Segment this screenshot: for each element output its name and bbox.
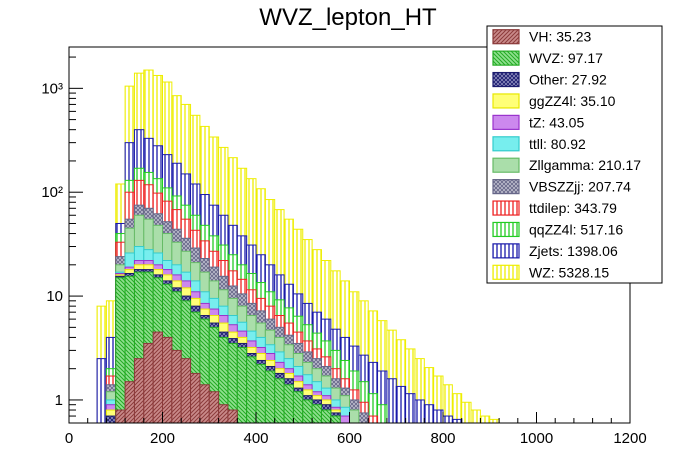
legend-swatch-Zllgamma xyxy=(492,157,520,173)
bar-Zjets-60 xyxy=(96,358,107,424)
legend-label-Zjets: Zjets: 1398.06 xyxy=(529,243,618,259)
legend-swatch-WZ xyxy=(492,264,520,280)
bar-WVZ-500 xyxy=(302,399,313,424)
legend-label-qqZZ4l: qqZZ4l: 517.16 xyxy=(529,221,623,237)
bar-VH-100 xyxy=(115,409,126,424)
bar-WVZ-380 xyxy=(246,356,257,424)
bar-WZ-840 xyxy=(461,401,472,424)
legend-swatch-Other xyxy=(492,71,520,88)
legend-label-ttdilep: ttdilep: 343.79 xyxy=(529,200,617,216)
bar-VH-240 xyxy=(180,358,192,424)
bar-VH-320 xyxy=(218,404,229,424)
legend-swatch-WVZ xyxy=(492,50,520,66)
legend-swatch-VH xyxy=(492,29,520,45)
bar-VH-260 xyxy=(190,372,201,424)
legend-label-ttll: ttll: 80.92 xyxy=(529,136,586,152)
bar-VH-280 xyxy=(199,384,210,424)
legend-label-VBSZZjj: VBSZZjj: 207.74 xyxy=(529,179,631,195)
bar-WVZ-360 xyxy=(236,346,248,424)
bar-WVZ-460 xyxy=(283,384,294,424)
bar-Zjets-740 xyxy=(414,399,425,424)
legend-label-WVZ: WVZ: 97.17 xyxy=(529,50,603,66)
bar-WZ-820 xyxy=(451,393,463,424)
bar-WVZ-540 xyxy=(320,409,332,424)
y-tick-label: 10 xyxy=(46,288,63,305)
y-tick-label: 10² xyxy=(41,184,63,201)
legend-swatch-Zjets xyxy=(492,243,520,259)
bar-WVZ-440 xyxy=(274,378,285,424)
bar-Zjets-800 xyxy=(442,415,453,424)
bar-VBSZZjj-620 xyxy=(358,412,369,424)
y-tick-label: 10³ xyxy=(41,80,63,97)
bar-WVZ-560 xyxy=(330,415,341,424)
legend-swatch-VBSZZjj xyxy=(492,179,520,195)
legend-box xyxy=(486,25,663,284)
bar-VH-340 xyxy=(227,409,238,424)
bar-Zjets-760 xyxy=(423,404,435,424)
bar-WVZ-100 xyxy=(115,277,126,424)
bar-VH-220 xyxy=(171,349,182,424)
bar-Other-80 xyxy=(105,415,117,424)
bar-VH-160 xyxy=(143,342,154,424)
legend-swatch-ttdilep xyxy=(492,200,520,216)
legend-label-Other: Other: 27.92 xyxy=(529,72,607,88)
x-tick-label: 800 xyxy=(430,430,455,447)
bar-VH-120 xyxy=(124,381,135,424)
x-tick-label: 1200 xyxy=(613,430,646,447)
bar-WVZ-400 xyxy=(255,363,266,424)
bar-WVZ-520 xyxy=(311,404,322,424)
legend-swatch-qqZZ4l xyxy=(492,221,520,238)
legend: VH: 35.23 WVZ: 97.17 Other: 27.92 ggZZ4l: 3… xyxy=(486,25,663,284)
legend-label-VH: VH: 35.23 xyxy=(529,29,591,45)
legend-label-tZ: tZ: 43.05 xyxy=(529,114,584,130)
bar-Zjets-720 xyxy=(405,393,416,424)
bars-layer xyxy=(96,69,500,424)
bar-WZ-880 xyxy=(479,415,491,424)
legend-label-WZ: WZ: 5328.15 xyxy=(529,264,609,280)
legend-swatch-ttll xyxy=(492,136,520,152)
bar-Zjets-820 xyxy=(451,418,463,424)
y-tick-label: 1 xyxy=(55,392,63,409)
bar-Zjets-780 xyxy=(433,409,444,424)
bar-VH-180 xyxy=(152,331,163,424)
bar-qqZZ4l-660 xyxy=(377,404,388,424)
bar-Zllgamma-600 xyxy=(349,409,360,424)
x-tick-label: 400 xyxy=(243,430,268,447)
bar-Zjets-680 xyxy=(386,378,397,424)
x-tick-label: 200 xyxy=(150,430,175,447)
bar-VH-140 xyxy=(133,358,145,424)
bar-WZ-900 xyxy=(489,418,500,424)
bar-tZ-580 xyxy=(339,415,350,424)
x-tick-label: 1000 xyxy=(520,430,553,447)
bar-Zjets-700 xyxy=(395,385,407,424)
bar-WZ-860 xyxy=(470,409,481,424)
bar-VH-300 xyxy=(208,391,220,424)
legend-swatch-tZ xyxy=(492,114,520,130)
legend-swatch-ggZZ4l xyxy=(492,93,520,109)
bar-WVZ-480 xyxy=(292,391,304,424)
bar-VH-200 xyxy=(162,336,173,424)
x-tick-label: 0 xyxy=(65,430,73,447)
x-tick-label: 600 xyxy=(337,430,362,447)
legend-label-ggZZ4l: ggZZ4l: 35.10 xyxy=(529,93,616,109)
chart-title: WVZ_lepton_HT xyxy=(259,4,437,31)
bar-ttdilep-640 xyxy=(367,415,379,424)
legend-label-Zllgamma: Zllgamma: 210.17 xyxy=(529,157,641,173)
bar-WVZ-420 xyxy=(264,370,276,424)
